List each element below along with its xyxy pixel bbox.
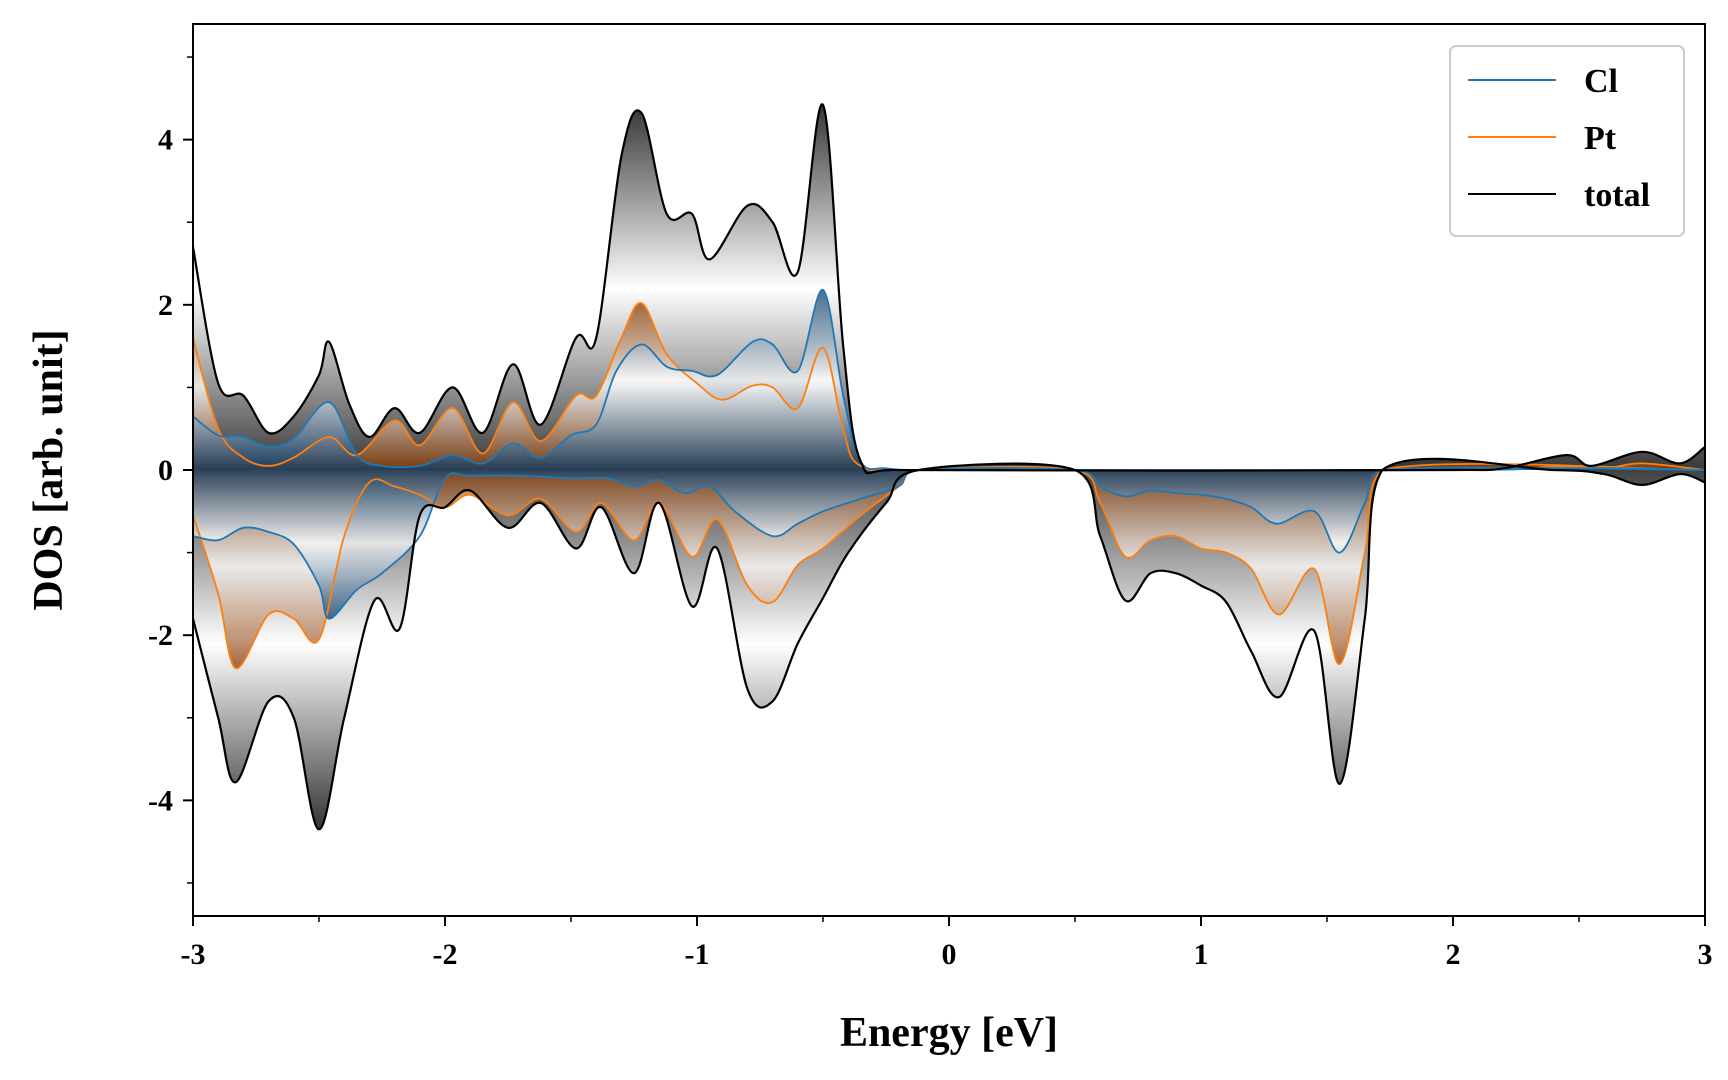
legend-label-pt: Pt bbox=[1584, 120, 1617, 157]
y-tick-label: -2 bbox=[148, 619, 173, 652]
x-tick-label: -2 bbox=[433, 938, 458, 971]
dos-curves bbox=[193, 103, 1705, 831]
cl-spin-down-line bbox=[193, 466, 1705, 620]
x-tick-label: -1 bbox=[685, 938, 710, 971]
x-tick-label: 0 bbox=[942, 938, 957, 971]
pt-spin-down-line bbox=[193, 462, 1705, 670]
y-tick-label: 4 bbox=[158, 124, 173, 157]
y-tick-label: -4 bbox=[148, 784, 173, 817]
total-spin-up-line bbox=[193, 103, 1705, 475]
legend-label-total: total bbox=[1584, 177, 1650, 214]
pt-spin-up-fill bbox=[193, 302, 1705, 471]
cl-spin-up-fill bbox=[193, 289, 1705, 471]
x-tick-label: -3 bbox=[181, 938, 206, 971]
x-tick-label: 3 bbox=[1698, 938, 1713, 971]
pt-spin-up-line bbox=[193, 302, 1705, 472]
x-tick-label: 1 bbox=[1194, 938, 1209, 971]
axis-ticks: -3 -2 -1 0 1 2 3 -4 -2 0 2 4 bbox=[148, 56, 1713, 971]
total-spin-up-fill bbox=[193, 104, 1705, 474]
y-axis-title: DOS [arb. unit] bbox=[26, 329, 72, 610]
legend-label-cl: Cl bbox=[1584, 63, 1618, 100]
legend-box bbox=[1449, 45, 1685, 237]
x-axis-title: Energy [eV] bbox=[840, 1010, 1058, 1056]
x-tick-label: 2 bbox=[1446, 938, 1461, 971]
cl-spin-down-fill bbox=[193, 467, 1705, 619]
y-tick-label: 2 bbox=[158, 289, 173, 322]
legend: Cl Pt total bbox=[1449, 45, 1685, 237]
y-tick-label: 0 bbox=[158, 454, 173, 487]
dos-fill-areas bbox=[193, 104, 1705, 830]
total-spin-down-line bbox=[193, 457, 1705, 831]
